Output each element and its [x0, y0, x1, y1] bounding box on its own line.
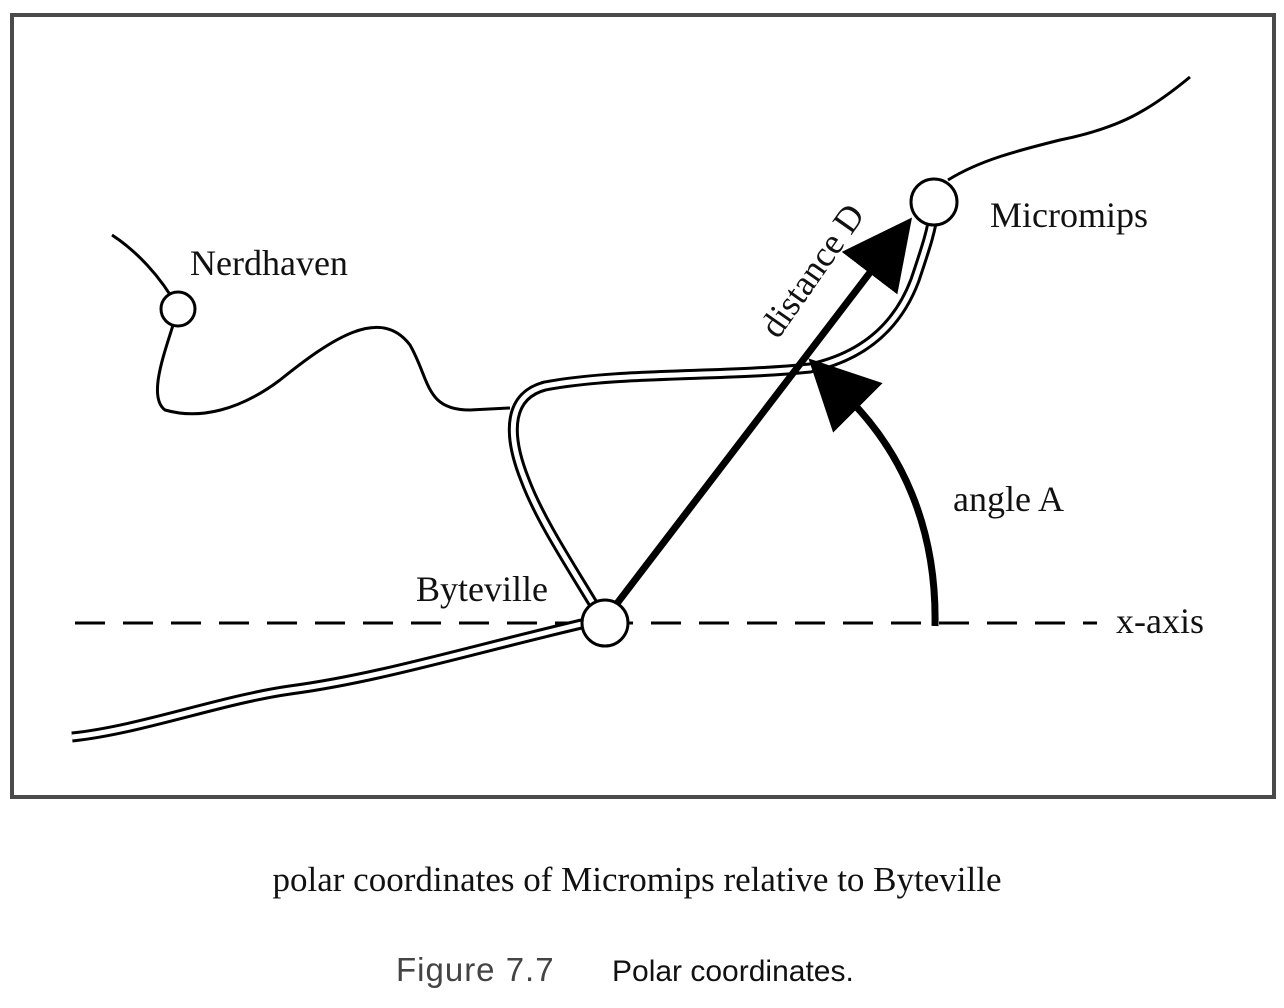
angle-label: angle A [953, 479, 1064, 519]
x-axis-label: x-axis [1116, 601, 1204, 641]
angle-arrow [808, 358, 939, 627]
highway-southwest [71, 616, 592, 743]
city-label-byteville: Byteville [416, 569, 548, 609]
distance-arrow [609, 217, 913, 613]
figure-number: Figure 7.7 [396, 951, 555, 988]
byteville-marker [580, 598, 630, 648]
road-micromips-north [947, 75, 1191, 182]
highway-byteville-micromips [507, 209, 940, 618]
city-label-micromips: Micromips [990, 195, 1148, 235]
distance-label: distance D [752, 196, 872, 344]
figure-title: Polar coordinates. [612, 955, 854, 988]
micromips-marker [909, 177, 959, 227]
city-label-nerdhaven: Nerdhaven [190, 243, 348, 283]
diagram-caption: polar coordinates of Micromips relative … [273, 860, 1002, 899]
nerdhaven-marker [159, 290, 197, 328]
diagram-frame [10, 13, 1276, 799]
